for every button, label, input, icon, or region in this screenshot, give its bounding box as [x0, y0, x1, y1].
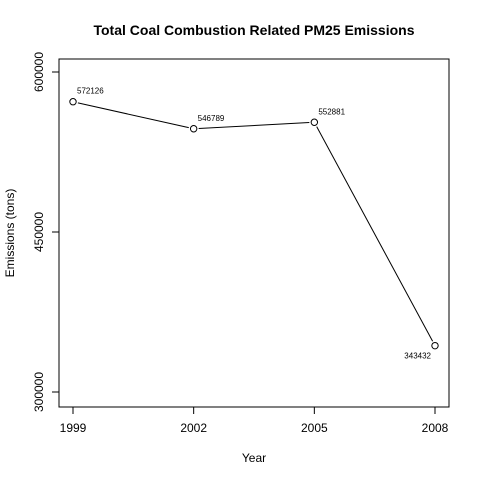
y-tick-label: 450000 [32, 212, 46, 252]
series-layer: 572126 546789 552881 343432 [70, 87, 438, 361]
x-axis-label: Year [242, 451, 266, 465]
series-line-segment [317, 127, 433, 342]
data-point [70, 99, 76, 105]
data-point [432, 342, 438, 348]
series-line-segment [78, 103, 189, 128]
series-line-segment [199, 123, 310, 129]
data-point [190, 126, 196, 132]
chart-title: Total Coal Combustion Related PM25 Emiss… [93, 22, 414, 38]
y-tick-label: 600000 [32, 52, 46, 92]
data-label: 572126 [77, 87, 104, 96]
data-label: 552881 [318, 107, 345, 116]
x-tick-label: 2008 [422, 421, 449, 435]
y-axis-label: Emissions (tons) [3, 189, 17, 278]
x-tick-label: 1999 [60, 421, 87, 435]
y-tick-label: 300000 [32, 372, 46, 412]
data-label: 546789 [198, 114, 225, 123]
x-tick-label: 2005 [301, 421, 328, 435]
data-label: 343432 [404, 352, 431, 361]
x-axis: 1999 2002 2005 2008 [60, 407, 449, 435]
data-point [311, 119, 317, 125]
y-axis: 300000 450000 600000 [32, 52, 59, 412]
x-tick-label: 2002 [180, 421, 207, 435]
